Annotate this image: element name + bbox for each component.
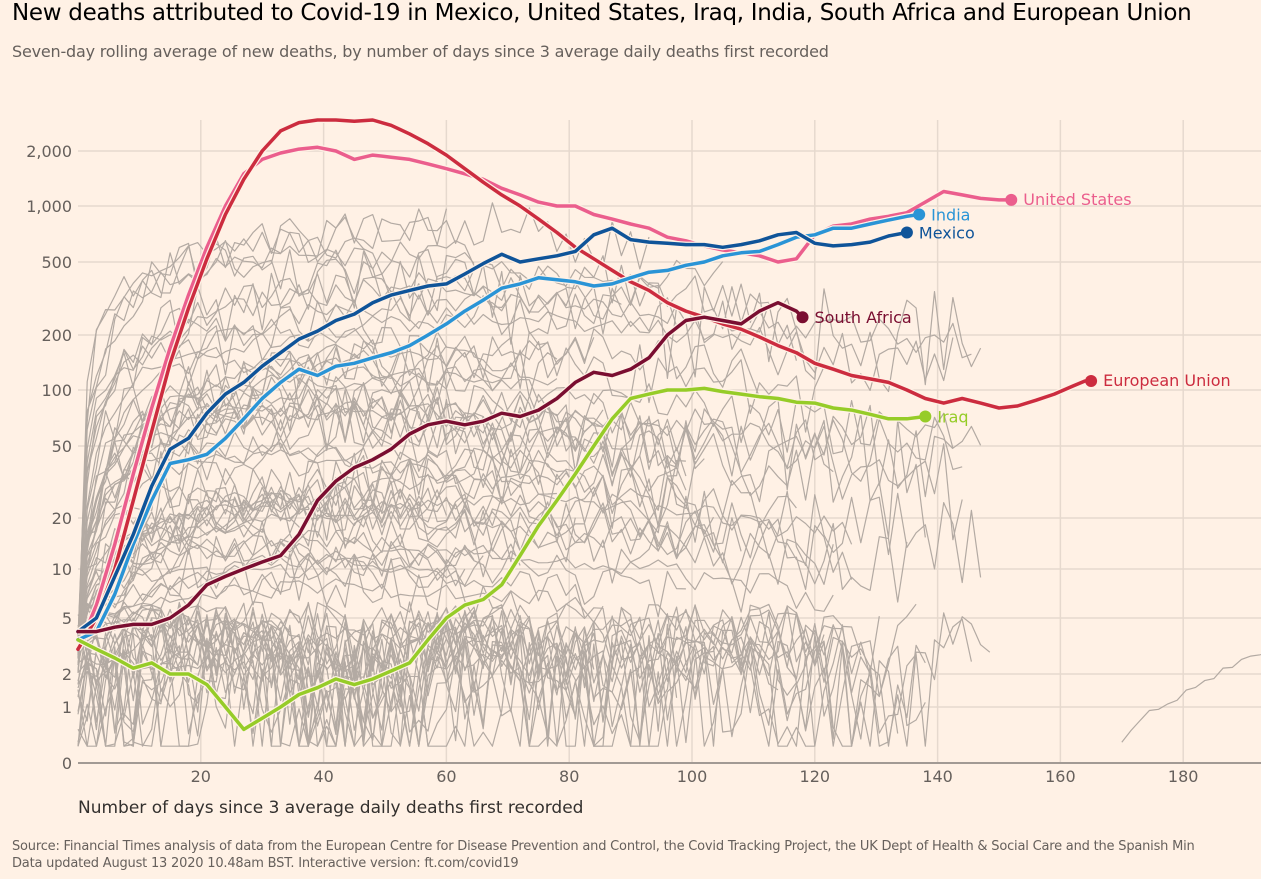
updated-line: Data updated August 13 2020 10.48am BST.…	[12, 856, 519, 871]
background-country-line	[77, 208, 447, 638]
european-union-label: European Union	[1103, 371, 1231, 390]
y-tick-label: 100	[41, 381, 72, 400]
background-country-line	[77, 604, 926, 747]
x-tick-label: 60	[436, 767, 456, 786]
india-line	[76, 212, 921, 642]
south-africa-line	[76, 300, 805, 634]
background-country-line	[77, 202, 650, 642]
x-tick-label: 80	[559, 767, 579, 786]
background-country-line	[77, 291, 972, 653]
y-tick-label: 500	[41, 253, 72, 272]
background-country-line	[77, 401, 613, 645]
background-country-line	[77, 601, 493, 747]
background-country-line	[77, 431, 715, 651]
background-country-line	[77, 402, 687, 647]
background-country-line	[77, 399, 963, 674]
background-country-line	[77, 557, 466, 645]
background-country-line	[77, 610, 926, 747]
background-country-line	[77, 531, 475, 652]
south-africa-end-marker	[796, 311, 809, 324]
background-country-line	[77, 558, 586, 653]
european-union-end-marker	[1085, 375, 1098, 388]
y-tick-label: 200	[41, 326, 72, 345]
mexico-label: Mexico	[919, 224, 975, 243]
background-country-line	[77, 603, 825, 747]
european-union-line	[76, 118, 1093, 651]
background-country-line	[77, 228, 724, 658]
y-tick-label: 1,000	[26, 197, 72, 216]
x-axis-label: Number of days since 3 average daily dea…	[78, 798, 583, 818]
background-country-line	[77, 493, 853, 645]
background-country-line	[77, 448, 686, 671]
axes: 0 1 2 5 10 20 50 100 200 500 1,000 2,000 20 40 60 80 100…	[26, 142, 1261, 786]
background-country-line	[77, 601, 696, 747]
background-country-line	[77, 331, 595, 672]
background-country-line	[77, 491, 576, 647]
background-country-line	[77, 317, 825, 647]
background-country-line	[77, 452, 982, 663]
background-country-line	[77, 553, 521, 650]
x-tick-label: 20	[191, 767, 211, 786]
india-label: India	[931, 206, 970, 225]
chart-title: New deaths attributed to Covid-19 in Mex…	[12, 0, 1192, 26]
background-country-line	[77, 473, 557, 648]
united-states-line	[76, 145, 1014, 651]
x-tick-label: 180	[1168, 767, 1199, 786]
background-country-line	[77, 272, 622, 653]
background-country-line	[77, 611, 871, 747]
y-tick-label: 5	[62, 609, 72, 628]
mexico-line	[76, 226, 909, 634]
iraq-label: Iraq	[937, 408, 968, 427]
european-union-line-halo	[75, 117, 1092, 651]
source-line: Source: Financial Times analysis of data…	[12, 839, 1195, 854]
x-tick-label: 140	[922, 767, 953, 786]
background-country-line	[77, 608, 797, 747]
background-country-lines	[77, 202, 1261, 747]
chart-subtitle: Seven-day rolling average of new deaths,…	[12, 42, 829, 61]
background-country-line	[77, 546, 834, 653]
y-tick-label: 10	[52, 560, 72, 579]
background-country-line	[77, 486, 908, 641]
background-country-line	[77, 385, 963, 666]
x-tick-label: 160	[1045, 767, 1076, 786]
background-country-line	[77, 604, 991, 747]
south-africa-label: South Africa	[815, 308, 912, 327]
y-tick-label: 20	[52, 509, 72, 528]
background-country-line	[77, 365, 954, 645]
y-tick-label: 0	[62, 754, 72, 773]
background-country-line	[77, 485, 502, 665]
background-country-line	[77, 524, 521, 655]
background-country-line	[77, 610, 484, 747]
source-note: Source: Financial Times analysis of data…	[12, 838, 1195, 872]
background-country-line	[77, 603, 447, 747]
y-tick-label: 1	[62, 698, 72, 717]
background-country-line	[77, 252, 475, 648]
background-country-line	[77, 604, 899, 747]
iraq-line	[76, 386, 928, 732]
x-tick-label: 120	[800, 767, 831, 786]
background-country-line	[1121, 653, 1261, 743]
mexico-end-marker	[900, 226, 913, 239]
y-tick-label: 50	[52, 437, 72, 456]
united-states-end-marker	[1005, 193, 1018, 206]
background-country-line	[77, 578, 604, 654]
y-tick-label: 2,000	[26, 142, 72, 161]
background-country-line	[77, 484, 521, 643]
background-country-line	[77, 534, 686, 647]
x-tick-label: 40	[313, 767, 333, 786]
india-end-marker	[913, 208, 926, 221]
x-tick-label: 100	[677, 767, 708, 786]
y-tick-label: 2	[62, 665, 72, 684]
background-country-line	[77, 495, 834, 658]
iraq-end-marker	[919, 410, 932, 423]
united-states-label: United States	[1023, 190, 1131, 209]
